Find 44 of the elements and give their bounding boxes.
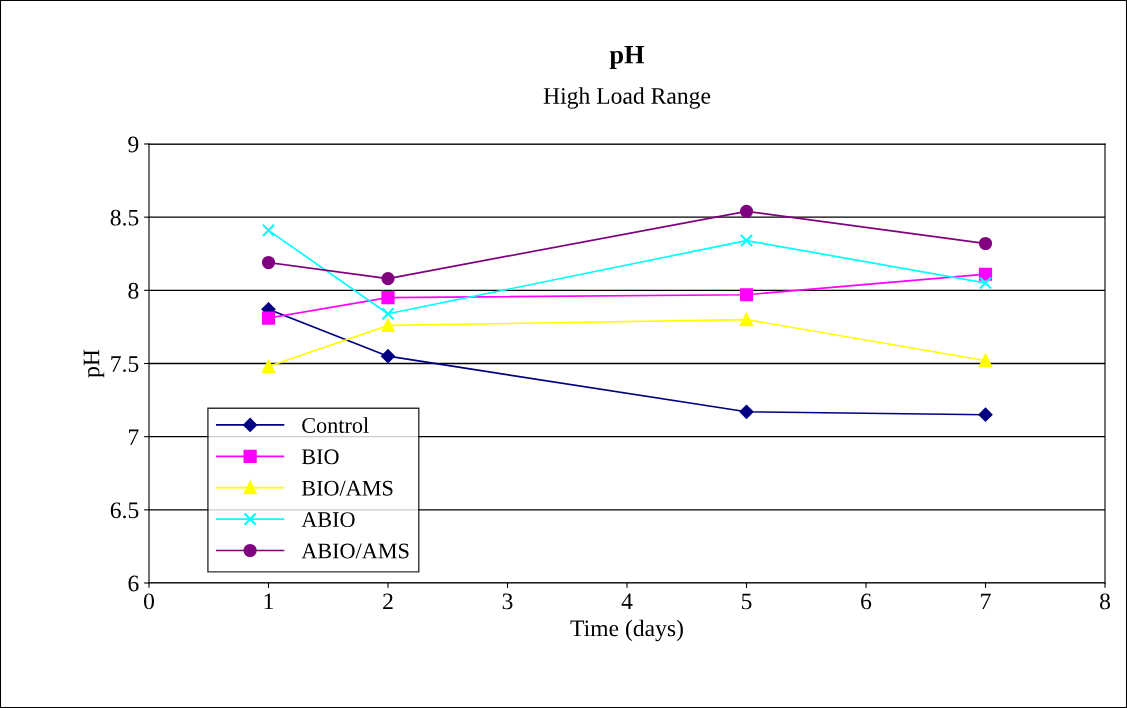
x-tick-label: 7 — [981, 593, 991, 610]
legend-label: BIO/AMS — [301, 480, 393, 496]
point — [739, 204, 754, 218]
x-tick-label: 8 — [1100, 593, 1110, 610]
x-tick-label: 4 — [621, 593, 633, 610]
point — [978, 236, 993, 251]
chart-subtitle: High Load Range — [543, 87, 711, 109]
y-axis-title: pH — [83, 349, 105, 378]
point — [739, 313, 754, 327]
point — [381, 318, 395, 333]
x-axis-title: Time (days) — [570, 619, 683, 642]
chart-title: pH — [609, 46, 645, 69]
legend-label: BIO — [301, 449, 339, 465]
legend-label: ABIO/AMS — [301, 543, 409, 559]
y-tick-label: 9 — [128, 136, 139, 153]
point — [978, 353, 993, 368]
x-tick-label: 6 — [861, 593, 872, 610]
x-tick-label: 5 — [741, 593, 752, 610]
x-tick-label: 3 — [502, 593, 513, 610]
point — [381, 349, 395, 364]
legend-label: ABIO — [301, 512, 355, 528]
y-tick-label: 7.5 — [111, 356, 139, 373]
x-tick-label: 1 — [264, 593, 273, 610]
point — [261, 223, 276, 237]
point — [739, 404, 754, 419]
y-tick-label: 6.5 — [110, 502, 139, 519]
point — [739, 288, 754, 302]
legend-label: Control — [302, 417, 369, 433]
y-tick-label: 8 — [128, 282, 139, 299]
y-tick-label: 7 — [129, 429, 139, 445]
x-tick-label: 2 — [383, 593, 393, 610]
point — [978, 407, 993, 422]
point — [978, 267, 993, 281]
y-tick-label: 8.5 — [110, 209, 139, 226]
point — [739, 233, 754, 248]
point — [381, 307, 395, 321]
x-tick-label: 0 — [144, 593, 154, 610]
point — [261, 359, 276, 374]
point — [261, 255, 276, 270]
point — [381, 291, 395, 305]
point — [978, 276, 993, 290]
y-tick-label: 6 — [128, 575, 139, 592]
point — [381, 272, 395, 286]
point — [261, 311, 276, 325]
